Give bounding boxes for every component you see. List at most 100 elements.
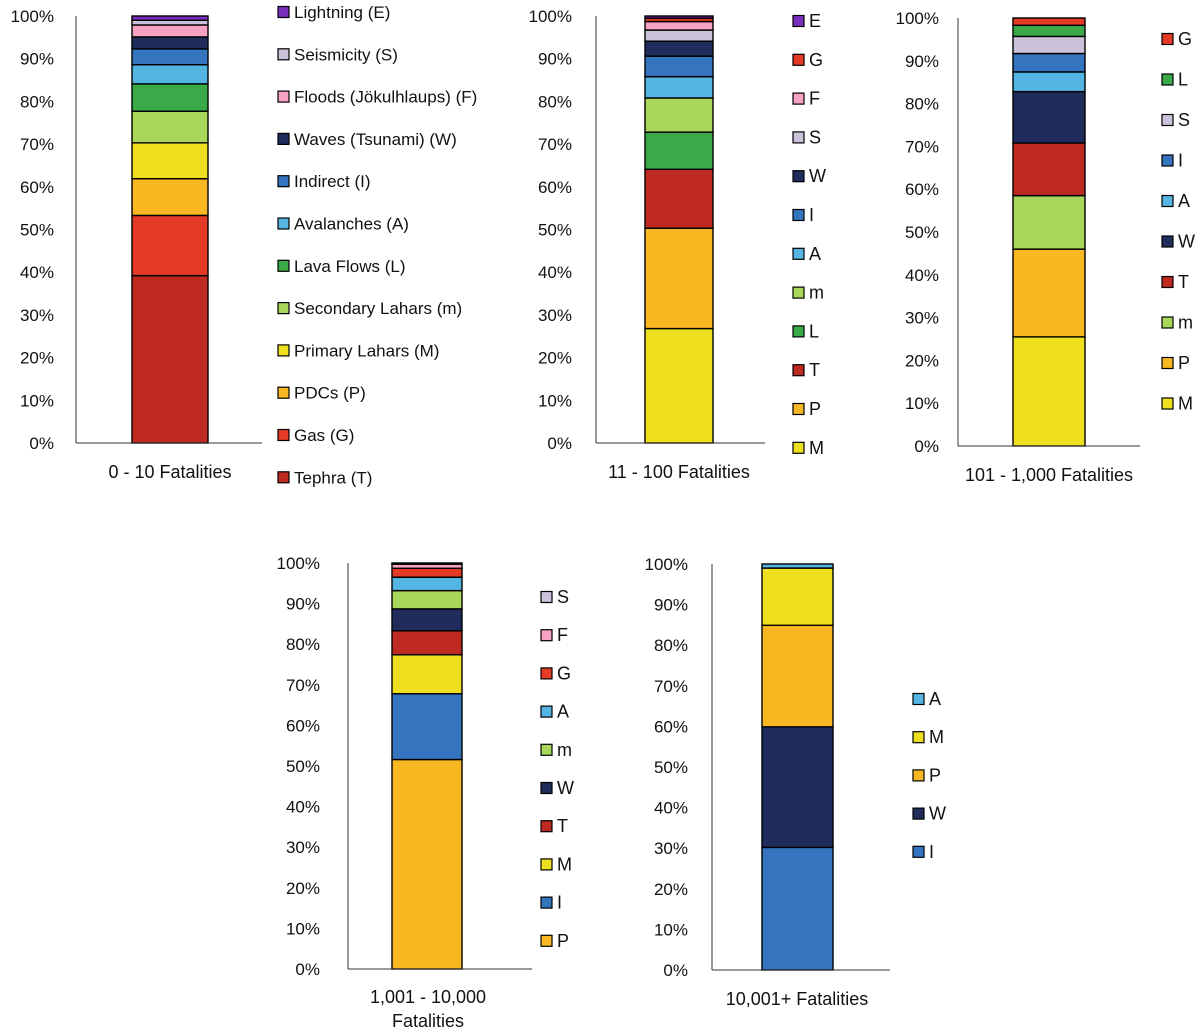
bar-segment-W [644, 40, 714, 57]
legend-swatch-S [277, 48, 290, 61]
y-tick-label: 60% [654, 717, 688, 736]
y-tick-label: 40% [286, 798, 320, 817]
y-tick-label: 30% [905, 309, 939, 328]
legend-label-L: Lava Flows (L) [294, 257, 405, 276]
y-tick-label: 30% [538, 306, 572, 325]
bar-segment-F [644, 20, 714, 31]
bar-segment-E [131, 15, 209, 21]
legend-label-m: Secondary Lahars (m) [294, 299, 462, 318]
legend-label-T: Tephra (T) [294, 468, 372, 487]
bar-segment-m [391, 589, 463, 610]
y-tick-label: 90% [20, 50, 54, 69]
legend-swatch-P [912, 769, 925, 782]
legend-swatch-F [540, 629, 553, 642]
y-tick-label: 70% [905, 137, 939, 156]
legend-label-T: T [1178, 272, 1189, 292]
legend-label-m: m [809, 283, 824, 303]
y-tick-label: 70% [538, 135, 572, 154]
y-tick-label: 90% [905, 52, 939, 71]
y-tick-label: 0% [663, 961, 688, 980]
y-tick-label: 60% [905, 180, 939, 199]
bar-segment-P [131, 177, 209, 217]
legend-label-S: S [809, 127, 821, 147]
chart-panel-2: 0% 10% 20% 30% 40% 50% 60% 70% 80% 90% 100% 11 - 10… [529, 7, 826, 482]
legend-label-S: S [1178, 110, 1190, 130]
bar-segment-W [131, 36, 209, 50]
legend-label-F: Floods (Jökulhlaups) (F) [294, 88, 477, 107]
y-tick-label: 100% [896, 9, 939, 28]
legend-label-M: M [557, 854, 572, 874]
bar-segment-P [1012, 248, 1086, 338]
y-tick-label: 100% [11, 7, 54, 26]
legend-label-G: G [1178, 29, 1192, 49]
legend-label-T: T [557, 816, 568, 836]
legend-swatch-M [1161, 397, 1174, 410]
bar-segment-m [1012, 194, 1086, 250]
bar-segment-T [131, 274, 209, 444]
legend-swatch-A [1161, 194, 1174, 208]
bar-segment-M [131, 142, 209, 180]
legend-swatch-P [1161, 356, 1174, 370]
y-tick-label: 20% [654, 880, 688, 899]
bar-segment-A [391, 576, 463, 592]
bar-segment-S [1012, 35, 1086, 55]
legend-swatch-G [1161, 32, 1174, 46]
legend-label-F: F [809, 89, 820, 109]
legend-swatch-m [1161, 316, 1174, 329]
bar-segment-M [391, 654, 463, 695]
y-tick-label: 40% [905, 266, 939, 285]
y-tick-label: 30% [654, 839, 688, 858]
y-tick-label: 60% [538, 178, 572, 197]
bar-segment-P [761, 624, 834, 728]
legend-swatch-A [540, 705, 553, 718]
y-tick-label: 80% [905, 95, 939, 114]
legend-swatch-P [540, 934, 553, 947]
y-tick-label: 40% [654, 799, 688, 818]
bar-segment-m [131, 110, 209, 144]
legend-label-L: L [1178, 70, 1188, 90]
legend-label-P: PDCs (P) [294, 384, 366, 403]
x-axis-label: 0 - 10 Fatalities [108, 462, 231, 482]
legend-label-W: W [1178, 232, 1195, 252]
y-tick-label: 80% [20, 92, 54, 111]
legend-swatch-m [540, 743, 553, 756]
legend-label-I: Indirect (I) [294, 172, 371, 191]
y-tick-label: 30% [286, 838, 320, 857]
legend-swatch-M [540, 858, 553, 871]
bar-segment-L [644, 131, 714, 170]
legend-swatch-A [912, 692, 925, 706]
y-tick-label: 0% [914, 437, 939, 456]
legend-swatch-G [277, 428, 290, 442]
legend-swatch-M [912, 731, 925, 744]
legend-label-T: T [809, 360, 820, 380]
legend-label-W: Waves (Tsunami) (W) [294, 130, 457, 149]
legend-label-G: G [557, 663, 571, 683]
y-tick-label: 50% [905, 223, 939, 242]
legend-swatch-W [1161, 235, 1174, 248]
y-tick-label: 70% [654, 677, 688, 696]
chart-panel-4: 0% 10% 20% 30% 40% 50% 60% 70% 80% 90% 100% 1,001 -… [277, 554, 574, 1031]
legend-label-A: A [929, 689, 941, 709]
bar-segment-W [761, 726, 834, 849]
y-tick-label: 10% [905, 394, 939, 413]
legend-swatch-I [277, 175, 290, 188]
y-tick-label: 80% [654, 636, 688, 655]
legend-label-E: Lightning (E) [294, 3, 390, 22]
legend-label-G: Gas (G) [294, 426, 354, 445]
legend-swatch-W [912, 807, 925, 820]
legend-swatch-S [540, 590, 553, 604]
x-axis-label: 101 - 1,000 Fatalities [965, 465, 1133, 485]
legend-label-P: P [809, 399, 821, 419]
legend-swatch-L [1161, 73, 1174, 86]
chart-panel-3: 0% 10% 20% 30% 40% 50% 60% 70% 80% 90% 100% 101 - 1… [896, 9, 1195, 485]
legend-label-S: Seismicity (S) [294, 45, 398, 64]
legend-swatch-F [277, 90, 290, 103]
bar-segment-W [391, 608, 463, 632]
legend-label-G: G [809, 50, 823, 70]
bar-segment-M [761, 567, 834, 627]
legend-swatch-T [792, 364, 805, 377]
legend-swatch-S [1161, 113, 1174, 127]
legend-label-m: m [557, 740, 572, 760]
legend-swatch-P [792, 402, 805, 416]
